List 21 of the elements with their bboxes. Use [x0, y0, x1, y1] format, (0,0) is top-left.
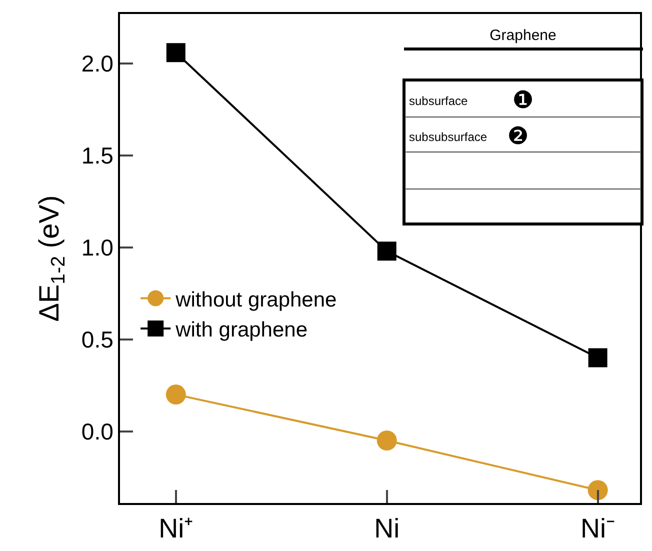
point: [377, 242, 396, 261]
y-tick-label: 0.5: [81, 326, 114, 352]
legend-label: with graphene: [174, 318, 308, 342]
annotation: Graphene: [490, 27, 556, 44]
annotation: ❷: [507, 122, 529, 150]
point: [588, 348, 608, 368]
point: [166, 384, 186, 405]
y-tick-label: 2.0: [81, 50, 114, 77]
y-tick-label: 0.0: [81, 418, 114, 444]
legend-label: without graphene: [174, 288, 337, 312]
annotation: subsubsurface: [409, 130, 488, 144]
point: [588, 480, 608, 500]
point: [166, 43, 186, 62]
point: [376, 430, 397, 450]
x-tick-label: Ni⁻: [580, 513, 616, 544]
annotation: ❶: [512, 86, 534, 114]
x-tick-label: Ni: [374, 513, 400, 544]
x-tick-label: Ni⁺: [158, 513, 194, 544]
y-tick-label: 1.0: [81, 234, 114, 261]
annotation: subsurface: [409, 94, 468, 108]
y-tick-label: 1.5: [81, 142, 114, 169]
